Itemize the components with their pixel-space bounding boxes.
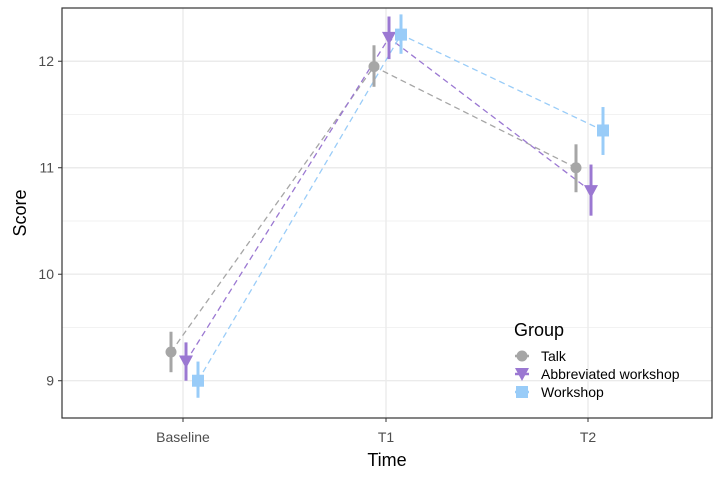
data-point <box>395 28 407 41</box>
y-tick-label: 10 <box>38 266 54 282</box>
error-bars <box>169 14 605 398</box>
data-point <box>584 185 598 199</box>
data-point <box>597 124 609 137</box>
series-line <box>170 65 577 353</box>
legend: Group Talk Abbreviated workshop Workshop <box>514 320 680 400</box>
legend-key-marker <box>516 386 528 398</box>
data-point <box>368 61 380 73</box>
x-tick-label: T2 <box>580 429 597 445</box>
y-tick-label: 11 <box>39 160 54 176</box>
y-axis-title: Score <box>10 189 30 236</box>
x-axis: Baseline T1 T2 <box>156 418 596 445</box>
y-tick-label: 9 <box>46 373 54 389</box>
y-tick-label: 12 <box>38 53 54 69</box>
grid <box>62 8 712 418</box>
data-points <box>165 28 609 387</box>
data-point <box>165 346 177 358</box>
legend-title: Group <box>514 320 564 340</box>
data-point <box>382 31 396 45</box>
legend-label: Workshop <box>541 384 604 400</box>
series-line <box>185 36 592 362</box>
legend-label: Abbreviated workshop <box>541 366 680 382</box>
data-point <box>192 374 204 387</box>
x-axis-title: Time <box>367 450 406 470</box>
x-tick-label: Baseline <box>156 429 210 445</box>
data-point <box>570 162 582 174</box>
legend-label: Talk <box>541 348 567 364</box>
legend-key-marker <box>516 350 528 362</box>
x-tick-label: T1 <box>378 429 395 445</box>
plot-panel-border <box>61 7 713 419</box>
data-point <box>179 355 193 369</box>
legend-key-marker <box>515 368 529 381</box>
y-axis: 9 10 11 12 <box>38 53 62 389</box>
